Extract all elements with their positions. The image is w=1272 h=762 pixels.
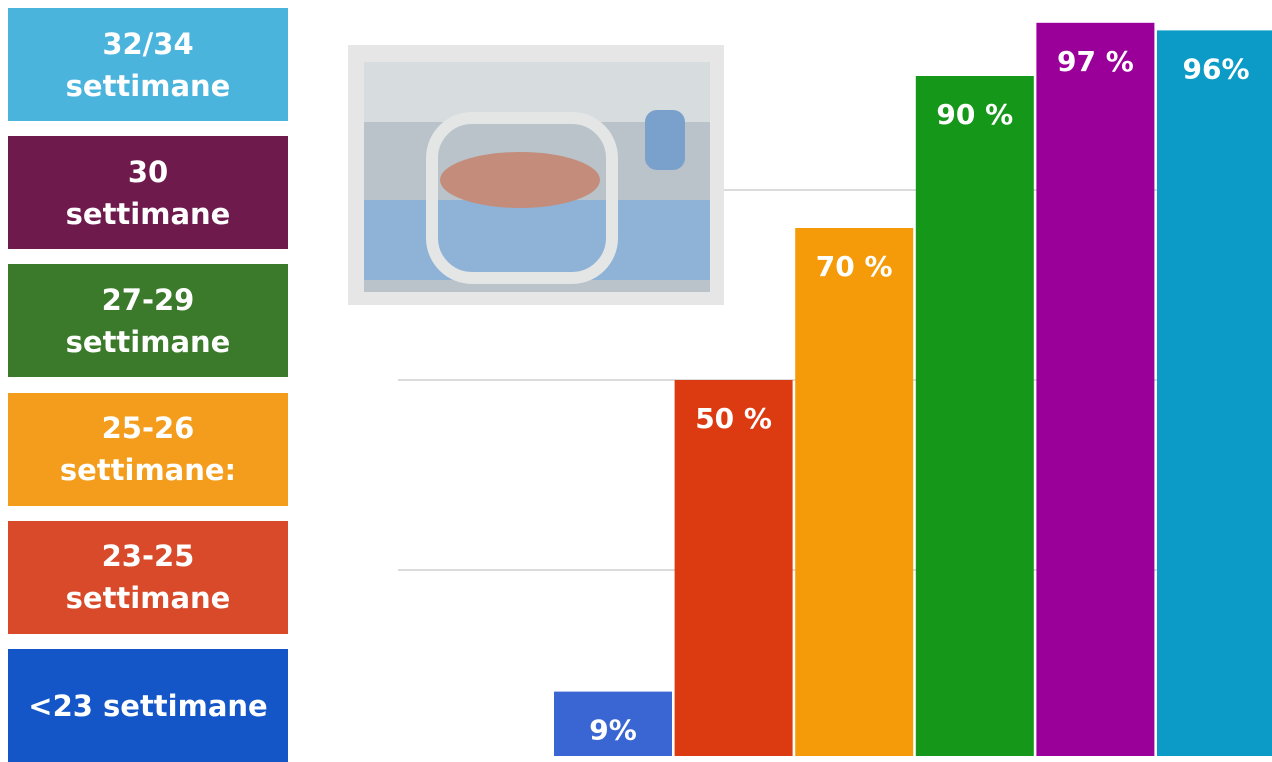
bar-label: 97 %: [1057, 45, 1134, 78]
bar-label: 90 %: [936, 98, 1013, 131]
page: {"chart_data": {"type": "bar", "categori…: [0, 0, 1272, 756]
legend-entry: 23-25 settimane: [8, 521, 288, 634]
bar-label: 70 %: [816, 250, 893, 283]
legend-entry: 30 settimane: [8, 136, 288, 249]
bar-label: 9%: [589, 714, 637, 747]
bar: [675, 380, 793, 756]
legend-entry: 27-29 settimane: [8, 264, 288, 377]
bar: [916, 76, 1034, 756]
bar: [795, 228, 913, 756]
photo: [348, 45, 724, 305]
legend-entry: <23 settimane: [8, 649, 288, 762]
bar: [1157, 30, 1272, 756]
bar-label: 96%: [1182, 52, 1249, 85]
legend-entry: 25-26 settimane:: [8, 393, 288, 506]
legend-entry: 32/34 settimane: [8, 8, 288, 121]
bar: [1036, 23, 1154, 756]
bar-label: 50 %: [695, 402, 772, 435]
